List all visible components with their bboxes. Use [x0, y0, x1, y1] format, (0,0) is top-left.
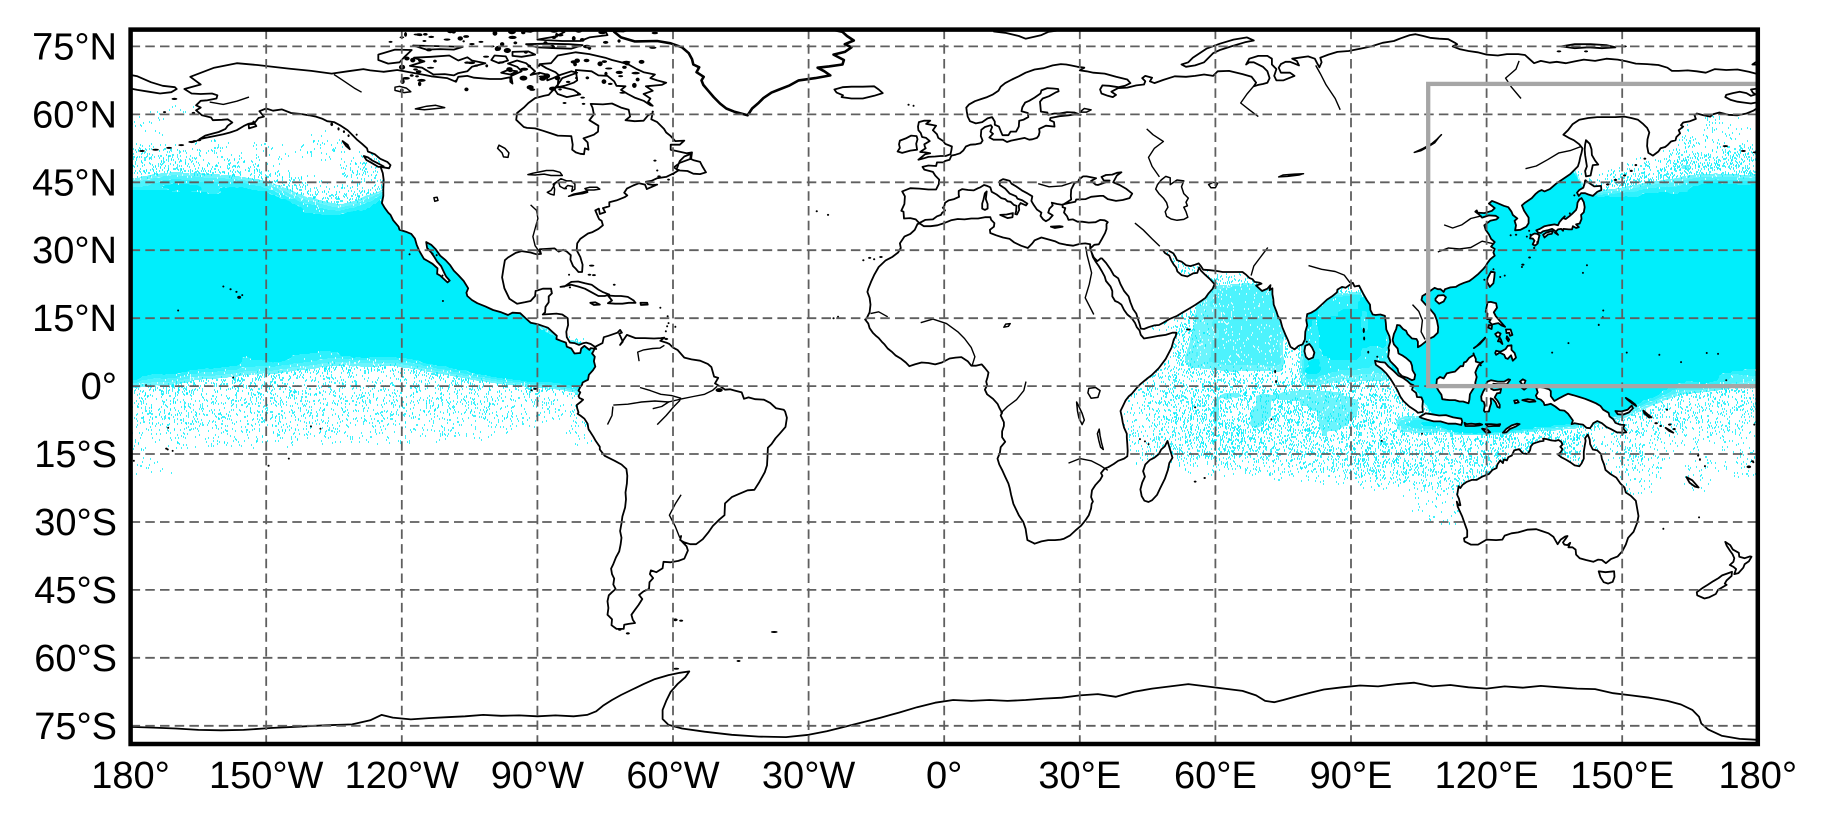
- svg-text:60°E: 60°E: [1174, 755, 1257, 797]
- svg-text:30°S: 30°S: [34, 502, 117, 544]
- svg-text:30°N: 30°N: [32, 230, 117, 272]
- svg-text:75°N: 75°N: [32, 26, 117, 68]
- svg-text:45°N: 45°N: [32, 162, 117, 204]
- svg-text:150°W: 150°W: [209, 755, 324, 797]
- svg-text:120°W: 120°W: [345, 755, 460, 797]
- svg-text:180°: 180°: [91, 755, 170, 797]
- svg-text:15°N: 15°N: [32, 298, 117, 340]
- svg-text:0°: 0°: [81, 366, 117, 408]
- svg-text:120°E: 120°E: [1435, 755, 1539, 797]
- svg-text:30°W: 30°W: [762, 755, 855, 797]
- svg-text:75°S: 75°S: [34, 706, 117, 748]
- svg-text:15°S: 15°S: [34, 434, 117, 476]
- svg-text:60°S: 60°S: [34, 638, 117, 680]
- svg-text:0°: 0°: [926, 755, 962, 797]
- svg-text:180°: 180°: [1718, 755, 1797, 797]
- svg-text:60°W: 60°W: [626, 755, 719, 797]
- svg-text:45°S: 45°S: [34, 570, 117, 612]
- svg-text:90°E: 90°E: [1310, 755, 1393, 797]
- svg-text:60°N: 60°N: [32, 94, 117, 136]
- svg-text:150°E: 150°E: [1570, 755, 1674, 797]
- svg-text:30°E: 30°E: [1038, 755, 1121, 797]
- svg-text:90°W: 90°W: [491, 755, 584, 797]
